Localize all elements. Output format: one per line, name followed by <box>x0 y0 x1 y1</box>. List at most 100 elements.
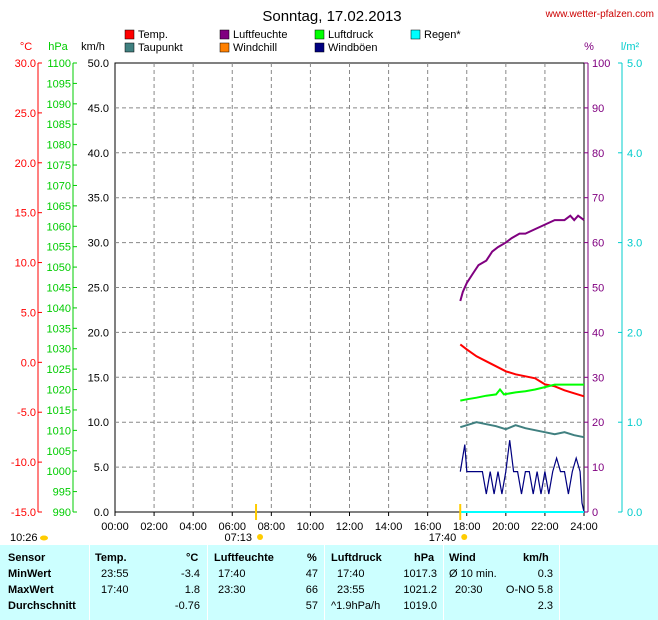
stats-row-min: MinWert 23:55 -3.4 17:40 47 17:40 1017.3… <box>0 568 658 583</box>
x-tick-label: 12:00 <box>336 521 364 533</box>
legend-label: Luftfeuchte <box>233 29 287 41</box>
pressure-time: 23:55 <box>337 584 365 596</box>
header-wind: Wind <box>449 552 476 564</box>
legend-swatch <box>314 42 325 53</box>
wind-axis-label: 15.0 <box>88 372 109 384</box>
temp-axis-label: 20.0 <box>15 158 36 170</box>
legend-label: Temp. <box>138 29 168 41</box>
pressure-axis-label: 1085 <box>47 119 71 131</box>
wind-axis-label: 25.0 <box>88 283 109 295</box>
axis-unit-humidity: % <box>584 41 594 53</box>
pressure-value: 1019.0 <box>403 600 437 612</box>
rain-axis-label: 2.0 <box>627 327 642 339</box>
wind-value: 2.3 <box>537 600 553 612</box>
stats-row-max: MaxWert 17:40 1.8 23:30 66 23:55 1021.2 … <box>0 584 658 599</box>
legend-swatch <box>219 42 230 53</box>
humidity-axis-label: 100 <box>592 58 610 70</box>
wind-axis-label: 45.0 <box>88 103 109 115</box>
wind-axis-label: 35.0 <box>88 193 109 205</box>
sun-icon <box>257 534 264 540</box>
header-pressure-unit: hPa <box>414 552 435 564</box>
sunrise-label: 07:13 <box>224 532 252 544</box>
rain-axis-label: 3.0 <box>627 238 642 250</box>
pressure-axis-label: 1000 <box>47 466 71 478</box>
pressure-axis-label: 1095 <box>47 78 71 90</box>
pressure-axis-label: 1080 <box>47 140 71 152</box>
pressure-trend: ^1.9hPa/h <box>331 600 381 612</box>
wind-time: 20:30 <box>455 584 483 596</box>
wind-axis-label: 20.0 <box>88 327 109 339</box>
pressure-axis-label: 995 <box>53 487 71 499</box>
legend-swatch <box>124 42 135 53</box>
temp-axis-label: 0.0 <box>21 357 36 369</box>
x-tick-label: 02:00 <box>140 521 168 533</box>
legend-label: Luftdruck <box>328 29 374 41</box>
humidity-axis-label: 10 <box>592 462 604 474</box>
row-label: Durchschnitt <box>8 600 76 612</box>
rain-axis-label: 5.0 <box>627 58 642 70</box>
x-tick-label: 06:00 <box>218 521 246 533</box>
header-humidity-unit: % <box>307 552 317 564</box>
x-tick-label: 18:00 <box>453 521 481 533</box>
humidity-time: 17:40 <box>218 568 246 580</box>
axis-unit-pressure: hPa <box>48 41 68 53</box>
x-tick-label: 22:00 <box>531 521 559 533</box>
pressure-value: 1021.2 <box>403 584 437 596</box>
legend-label: Windchill <box>233 42 277 54</box>
axis-unit-rain: l/m² <box>621 41 640 53</box>
sun-icon <box>40 535 48 541</box>
wind-axis-label: 30.0 <box>88 238 109 250</box>
axes: 00:00 02:00 04:00 06:00 08:00 10:00 12:00 14:00… <box>11 58 642 533</box>
pressure-axis-label: 1025 <box>47 364 71 376</box>
pressure-axis-label: 1090 <box>47 99 71 111</box>
series-layer <box>459 214 585 513</box>
wind-axis-label: 0.0 <box>94 507 109 519</box>
x-tick-label: 04:00 <box>179 521 207 533</box>
wind-axis-label: 40.0 <box>88 148 109 160</box>
humidity-axis-label: 40 <box>592 327 604 339</box>
pressure-axis-label: 1015 <box>47 405 71 417</box>
legend-label: Windböen <box>328 42 378 54</box>
pressure-axis-label: 990 <box>53 507 71 519</box>
axis-unit-temp: °C <box>20 41 32 53</box>
wind-axis-label: 5.0 <box>94 462 109 474</box>
humidity-value: 66 <box>305 584 318 596</box>
x-tick-label: 14:00 <box>375 521 403 533</box>
x-tick-label: 16:00 <box>414 521 442 533</box>
weather-chart: Sonntag, 17.02.2013 www.wetter-pfalzen.c… <box>10 8 654 544</box>
chart-title: Sonntag, 17.02.2013 <box>262 8 401 25</box>
x-tick-label: 00:00 <box>101 521 129 533</box>
humidity-value: 47 <box>305 568 318 580</box>
temp-axis-label: 15.0 <box>15 208 36 220</box>
pressure-axis-label: 1055 <box>47 242 71 254</box>
x-tick-label: 24:00 <box>570 521 598 533</box>
humidity-time: 23:30 <box>218 584 246 596</box>
stats-header-row: Sensor Temp. °C Luftfeuchte % Luftdruck … <box>0 552 658 567</box>
pressure-axis-label: 1050 <box>47 262 71 274</box>
header-humidity: Luftfeuchte <box>214 552 274 564</box>
pressure-axis-label: 1100 <box>47 58 71 70</box>
pressure-axis-label: 1040 <box>47 303 71 315</box>
rain-axis-label: 1.0 <box>627 417 642 429</box>
humidity-axis-label: 90 <box>592 103 604 115</box>
site-link[interactable]: www.wetter-pfalzen.com <box>545 9 654 20</box>
legend: Temp. Luftfeuchte Luftdruck Regen* Taupunkt W… <box>124 29 461 54</box>
pressure-axis-label: 1010 <box>47 425 71 437</box>
x-tick-label: 08:00 <box>258 521 286 533</box>
stats-row-average: Durchschnitt -0.76 57 ^1.9hPa/h 1019.0 2… <box>0 600 658 615</box>
pressure-axis-label: 1005 <box>47 446 71 458</box>
series-luftfeuchte <box>459 214 585 302</box>
divider <box>559 545 560 620</box>
pressure-axis-label: 1075 <box>47 160 71 172</box>
humidity-axis-label: 80 <box>592 148 604 160</box>
wind-axis-label: 10.0 <box>88 417 109 429</box>
temp-value: 1.8 <box>184 584 200 596</box>
legend-label: Regen* <box>424 29 461 41</box>
humidity-axis-label: 20 <box>592 417 604 429</box>
statistics-table: Sensor Temp. °C Luftfeuchte % Luftdruck … <box>0 545 658 620</box>
humidity-axis-label: 0 <box>592 507 598 519</box>
temp-time: 17:40 <box>101 584 129 596</box>
temp-axis-label: -10.0 <box>11 457 36 469</box>
header-wind-unit: km/h <box>523 552 549 564</box>
wind-axis-label: 50.0 <box>88 58 109 70</box>
